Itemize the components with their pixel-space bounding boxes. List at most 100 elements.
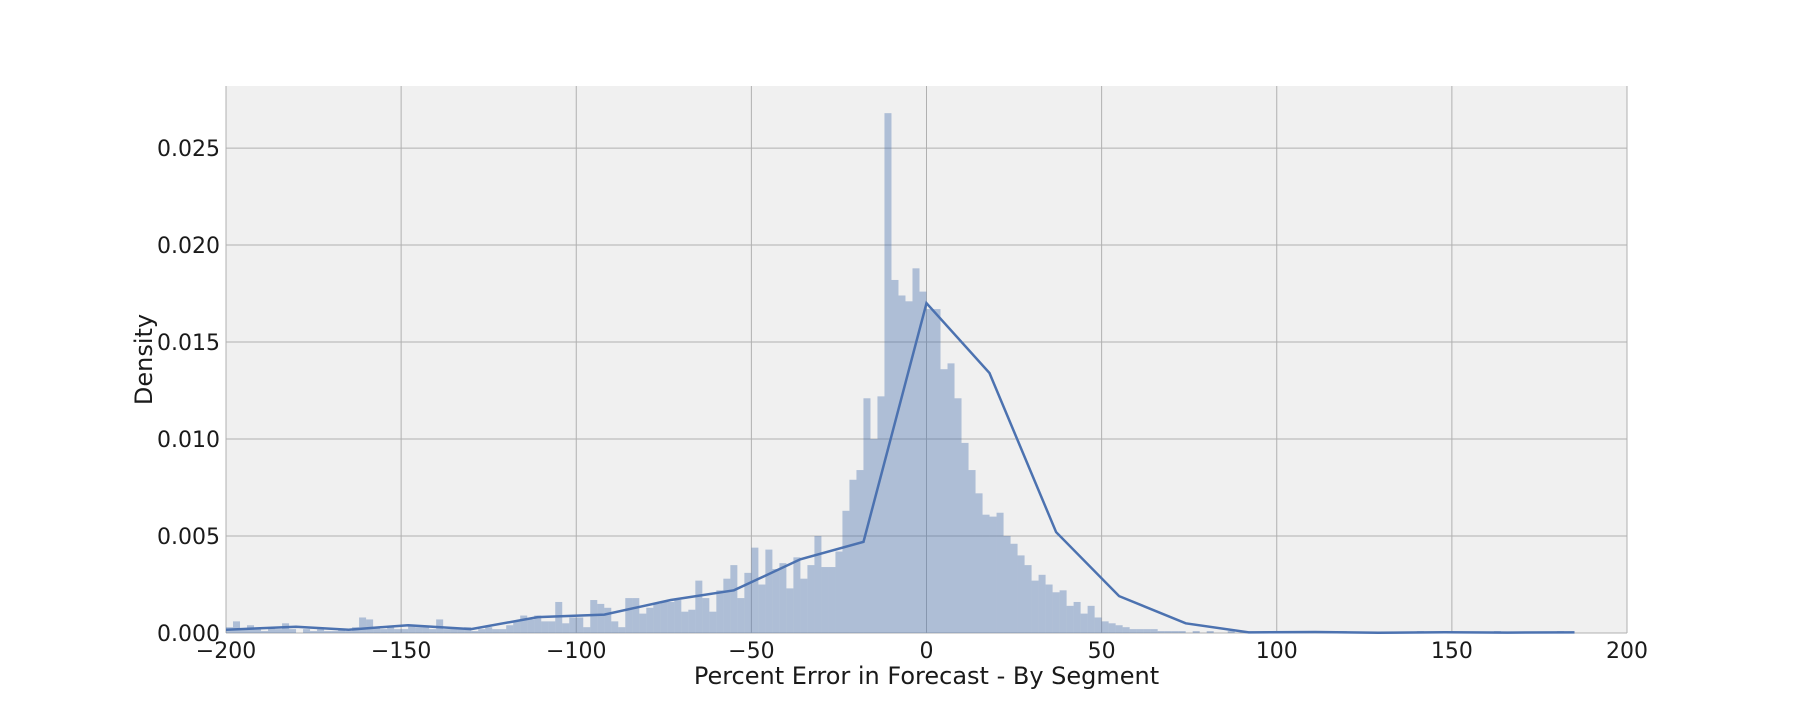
histogram-bar [457, 629, 465, 633]
x-tick-label: −50 [728, 639, 774, 664]
histogram-bar [548, 621, 556, 633]
histogram-bar [891, 279, 899, 633]
y-tick-label: 0.005 [157, 525, 220, 550]
histogram-bar [968, 470, 976, 633]
histogram-bar [772, 568, 780, 633]
histogram-bar [415, 627, 423, 633]
histogram-bar [793, 557, 801, 633]
x-tick-label: −200 [196, 639, 256, 664]
histogram-bar [618, 627, 626, 633]
x-axis-ticks: −200 −150 −100 −50 0 50 100 150 200 [196, 639, 1648, 664]
histogram-bar [877, 396, 885, 633]
histogram-bar [289, 629, 297, 633]
histogram-bar [1150, 629, 1158, 633]
histogram-bar [989, 516, 997, 633]
histogram-bar [723, 578, 731, 633]
histogram-bar [569, 617, 577, 633]
histogram-bar [702, 598, 710, 633]
histogram-bar [1059, 590, 1067, 633]
histogram-bar [562, 623, 570, 633]
histogram-bar [961, 442, 969, 633]
histogram-bar [954, 398, 962, 633]
histogram-bar [1087, 605, 1095, 633]
histogram-bar [688, 609, 696, 633]
x-tick-label: −150 [371, 639, 431, 664]
histogram-bars [226, 113, 1564, 634]
histogram-bar [1157, 631, 1165, 633]
histogram-bar [1094, 617, 1102, 633]
histogram-bar [520, 615, 528, 633]
histogram-bar [856, 470, 864, 633]
histogram-bar [996, 512, 1004, 633]
histogram-bar [1171, 631, 1179, 633]
histogram-bar [919, 291, 927, 633]
histogram-bar [499, 629, 507, 633]
histogram-bar [1024, 565, 1032, 633]
histogram-bar [842, 510, 850, 633]
histogram-bar [604, 607, 612, 633]
histogram-bar [1066, 605, 1074, 633]
histogram-bar [947, 363, 955, 633]
histogram-bar [373, 627, 381, 633]
histogram-bar [576, 617, 584, 633]
histogram-bar [590, 600, 598, 633]
histogram-bar [261, 631, 269, 633]
histogram-bar [534, 615, 542, 633]
histogram-bar [884, 113, 892, 634]
histogram-bar [709, 611, 717, 633]
y-tick-label: 0.020 [157, 234, 220, 259]
histogram-bar [632, 598, 640, 633]
histogram-bar [331, 631, 339, 633]
histogram-bar [751, 547, 759, 633]
histogram-bar [1101, 621, 1109, 633]
histogram-bar [492, 629, 500, 633]
x-tick-label: 100 [1256, 639, 1298, 664]
histogram-bar [450, 627, 458, 633]
histogram-bar [835, 551, 843, 633]
histogram-bar [611, 621, 619, 633]
histogram-bar [730, 565, 738, 633]
histogram-bar [422, 627, 430, 633]
histogram-bar [807, 565, 815, 633]
histogram-bar [597, 603, 605, 633]
histogram-bar [828, 567, 836, 633]
histogram-bar [1136, 629, 1144, 633]
histogram-bar [646, 607, 654, 633]
histogram-bar [233, 621, 241, 633]
histogram-bar [527, 619, 535, 633]
histogram-bar [933, 309, 941, 633]
histogram-bar [254, 629, 262, 633]
histogram-bar [583, 627, 591, 633]
histogram-bar [485, 627, 493, 633]
histogram-bar [1178, 631, 1186, 633]
histogram-bar [380, 629, 388, 633]
histogram-bar [1227, 631, 1235, 633]
histogram-bar [1164, 631, 1172, 633]
x-tick-label: 150 [1431, 639, 1473, 664]
histogram-bar [849, 479, 857, 633]
histogram-bar [1108, 623, 1116, 633]
histogram-bar [359, 617, 367, 633]
histogram-bar [1206, 631, 1214, 633]
histogram-bar [310, 631, 318, 633]
histogram-bar [1045, 584, 1053, 633]
histogram-bar [1031, 580, 1039, 633]
histogram-bar [240, 629, 248, 633]
histogram-bar [1129, 629, 1137, 633]
histogram-bar [800, 578, 808, 633]
histogram-bar [1052, 592, 1060, 633]
x-tick-label: 0 [920, 639, 934, 664]
histogram-bar [317, 629, 325, 633]
histogram-bar [324, 631, 332, 633]
histogram-bar [681, 611, 689, 633]
y-tick-label: 0.015 [157, 331, 220, 356]
x-tick-label: 200 [1606, 639, 1648, 664]
histogram-bar [268, 627, 276, 633]
histogram-bar [429, 629, 437, 633]
histogram-bar [1010, 543, 1018, 633]
histogram-bar [513, 621, 521, 633]
histogram-bar [765, 549, 773, 633]
histogram-bar [345, 631, 353, 633]
